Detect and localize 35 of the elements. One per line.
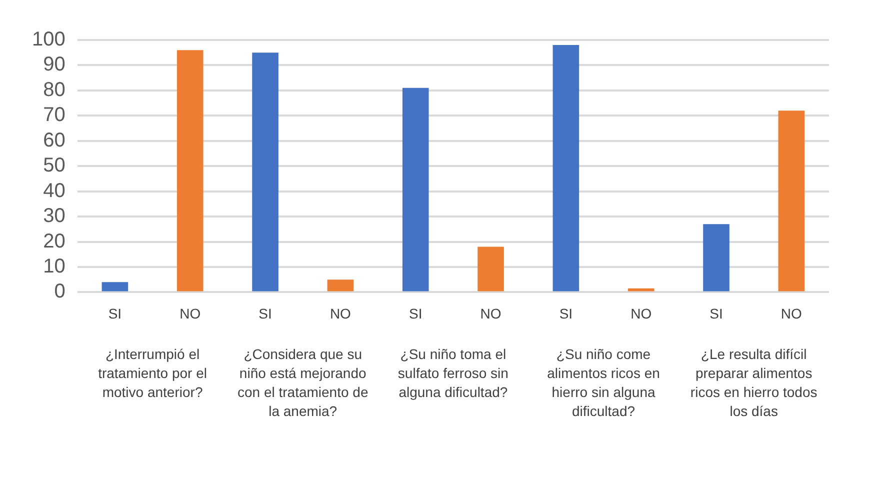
x-tick-label: SI	[559, 305, 573, 322]
bar	[478, 246, 504, 292]
text: ¿Su niño come alimentos ricos en hierro sin alguna dificultad?	[547, 346, 660, 419]
x-tick-label: NO	[630, 305, 652, 322]
bar	[176, 50, 204, 292]
x-tick-label: SI	[258, 305, 272, 322]
text: ¿Considera que su niño está mejorando con el tratamiento de la anemia?	[237, 346, 368, 419]
bar	[327, 280, 354, 292]
x-tick-label: SI	[108, 305, 122, 322]
bar	[402, 88, 429, 292]
x-tick-label: NO	[480, 305, 502, 322]
y-tick-label: 100	[32, 28, 66, 51]
x-tick-label: NO	[180, 305, 201, 322]
text: ¿Su niño toma el sulfato ferroso sin alguna dificultad?	[398, 346, 508, 400]
text: ¿Le resulta difícil preparar alimentos ricos en hierro todos los días	[690, 346, 818, 419]
y-tick-label: 80	[43, 78, 66, 101]
x-tick-label: NO	[780, 305, 802, 322]
y-tick-label: 60	[43, 129, 66, 152]
y-tick-label: 10	[43, 255, 66, 278]
x-tick-label: NO	[330, 305, 352, 322]
y-tick-label: 50	[43, 154, 66, 177]
y-tick-label: 70	[43, 104, 66, 126]
text: ¿Interrumpió el tratamiento por el motivo anterior?	[98, 346, 208, 400]
y-tick-label: 40	[43, 180, 66, 202]
bar	[703, 224, 730, 292]
bar	[552, 45, 580, 292]
y-tick-label: 90	[43, 54, 66, 76]
x-tick-label: SI	[710, 305, 723, 322]
x-tick-label: SI	[408, 305, 422, 322]
bar	[778, 110, 805, 292]
bar	[102, 282, 128, 292]
y-tick-label: 0	[54, 280, 66, 303]
y-tick-label: 20	[43, 230, 66, 252]
bar	[252, 52, 278, 292]
y-tick-label: 30	[43, 205, 66, 228]
